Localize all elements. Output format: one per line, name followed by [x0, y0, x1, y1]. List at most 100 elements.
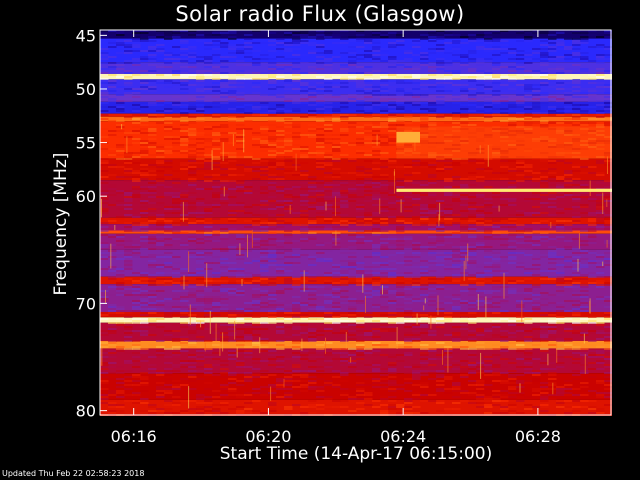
spectrogram-cell — [484, 48, 493, 50]
spectrogram-cell — [348, 220, 357, 222]
spectrogram-cell — [556, 176, 565, 178]
spectrogram-cell — [132, 156, 141, 158]
spectrogram-cell — [572, 278, 581, 280]
spectrogram-cell — [188, 354, 197, 356]
spectrogram-cell — [172, 62, 181, 64]
spectrogram-cell — [556, 226, 565, 228]
spectrogram-cell — [532, 306, 541, 308]
spectrogram-cell — [308, 258, 317, 260]
spectrogram-cell — [172, 276, 181, 278]
spectrogram-cell — [452, 200, 461, 202]
spectrogram-cell — [540, 132, 549, 134]
spectrogram-cell — [148, 88, 157, 90]
spectrogram-cell — [284, 278, 293, 280]
spectrogram-cell — [372, 272, 381, 274]
spectrogram-cell — [236, 60, 245, 62]
spectrogram-cell — [404, 58, 413, 60]
spectrogram-cell — [556, 366, 565, 368]
spectrogram-cell — [100, 356, 109, 358]
spectrogram-cell — [148, 116, 157, 118]
spectrogram-cell — [436, 328, 445, 330]
spectrogram-cell — [380, 74, 389, 76]
spectrogram-cell — [444, 136, 453, 138]
spectrogram-cell — [468, 318, 477, 320]
spectrogram-cell — [180, 58, 189, 60]
spectrogram-cell — [156, 352, 165, 354]
spectrogram-cell — [452, 106, 461, 108]
spectrogram-cell — [452, 94, 461, 96]
spectrogram-cell — [196, 366, 205, 368]
spectrogram-cell — [156, 172, 165, 174]
spectrogram-cell — [188, 150, 197, 152]
spectrogram-cell — [268, 68, 277, 70]
spectrogram-cell — [452, 340, 461, 342]
spectrogram-cell — [396, 76, 405, 78]
spectrogram-cell — [556, 126, 565, 128]
spectrogram-cell — [276, 186, 285, 188]
spectrogram-cell — [156, 152, 165, 154]
spectrogram-cell — [596, 134, 605, 136]
spectrogram-cell — [484, 330, 493, 332]
spectrogram-cell — [132, 360, 141, 362]
spectrogram-cell — [316, 366, 325, 368]
spectrogram-cell — [244, 336, 253, 338]
spectrogram-cell — [596, 208, 605, 210]
spectrogram-cell — [468, 242, 477, 244]
spectrogram-cell — [164, 194, 173, 196]
spectrogram-cell — [588, 74, 597, 76]
spectrogram-cell — [604, 348, 612, 350]
spectrogram-cell — [508, 106, 517, 108]
spectrogram-cell — [324, 156, 333, 158]
spectrogram-cell — [340, 86, 349, 88]
spectrogram-cell — [500, 300, 509, 302]
spectrogram-cell — [244, 152, 253, 154]
spectrogram-cell — [484, 204, 493, 206]
spectrogram-cell — [180, 92, 189, 94]
spectrogram-cell — [204, 34, 213, 36]
spectrogram-cell — [156, 274, 165, 276]
spectrogram-cell — [100, 234, 109, 236]
spectrogram-cell — [292, 144, 301, 146]
spectrogram-cell — [604, 100, 612, 102]
spectrogram-cell — [388, 244, 397, 246]
spectrogram-cell — [388, 46, 397, 48]
spectrogram-cell — [412, 276, 421, 278]
spectrogram-cell — [244, 308, 253, 310]
spectrogram-cell — [228, 180, 237, 182]
spectrogram-cell — [388, 222, 397, 224]
spectrogram-cell — [316, 190, 325, 192]
spectrogram-cell — [500, 270, 509, 272]
spectrogram-cell — [276, 200, 285, 202]
spectrogram-cell — [516, 156, 525, 158]
spectrogram-cell — [196, 258, 205, 260]
spectrogram-cell — [396, 94, 405, 96]
spectrogram-cell — [340, 214, 349, 216]
spectrogram-cell — [116, 108, 125, 110]
spectrogram-cell — [124, 294, 133, 296]
spectrogram-cell — [428, 278, 437, 280]
spectrogram-cell — [508, 342, 517, 344]
spectrogram-cell — [220, 234, 229, 236]
spectrogram-cell — [604, 252, 612, 254]
spectrogram-cell — [452, 148, 461, 150]
spectrogram-cell — [172, 46, 181, 48]
spectrogram-cell — [300, 148, 309, 150]
spectrogram-cell — [108, 134, 117, 136]
spectrogram-cell — [356, 278, 365, 280]
spectrogram-cell — [188, 154, 197, 156]
spectrogram-cell — [276, 340, 285, 342]
spectrogram-cell — [484, 250, 493, 252]
spectrogram-cell — [356, 370, 365, 372]
spectrogram-cell — [348, 226, 357, 228]
spectrogram-cell — [356, 352, 365, 354]
spectrogram-cell — [372, 368, 381, 370]
spectrogram-cell — [260, 54, 269, 56]
spectrogram-cell — [140, 360, 149, 362]
spectrogram-cell — [492, 264, 501, 266]
spectrogram-cell — [324, 118, 333, 120]
spectrogram-cell — [436, 320, 445, 322]
spectrogram-cell — [428, 134, 437, 136]
spectrogram-cell — [596, 216, 605, 218]
spectrogram-cell — [124, 144, 133, 146]
spectrogram-cell — [324, 228, 333, 230]
